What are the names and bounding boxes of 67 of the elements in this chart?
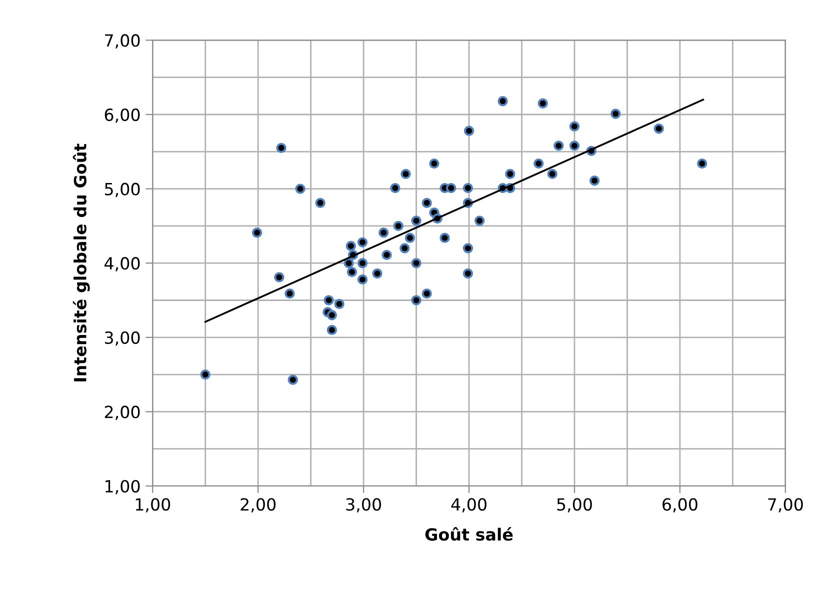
point bbox=[538, 98, 548, 108]
point bbox=[464, 126, 474, 136]
y-tick-label: 4,00 bbox=[104, 257, 140, 272]
point bbox=[378, 228, 389, 238]
point bbox=[357, 237, 368, 248]
point bbox=[474, 216, 485, 226]
point bbox=[440, 232, 450, 243]
x-tick-label: 1,00 bbox=[136, 498, 170, 512]
point bbox=[411, 295, 422, 306]
point bbox=[429, 158, 440, 169]
y-tick-label: 7,00 bbox=[105, 34, 140, 48]
x-tick-label: 6,00 bbox=[662, 498, 698, 512]
point bbox=[326, 324, 338, 336]
point bbox=[288, 374, 298, 385]
y-tick-label: 3,00 bbox=[104, 331, 140, 346]
point bbox=[446, 182, 456, 194]
point bbox=[393, 220, 404, 232]
x-tick-label: 2,00 bbox=[240, 498, 276, 512]
point bbox=[404, 232, 416, 243]
y-tick-label: 5,00 bbox=[104, 182, 140, 198]
point bbox=[326, 310, 338, 320]
point bbox=[200, 369, 210, 380]
point bbox=[462, 182, 474, 194]
point bbox=[422, 288, 432, 299]
point bbox=[462, 268, 474, 279]
point bbox=[547, 168, 558, 180]
point bbox=[411, 258, 422, 268]
point bbox=[382, 250, 392, 260]
point bbox=[357, 258, 368, 268]
point bbox=[372, 268, 382, 279]
point bbox=[498, 96, 508, 106]
point bbox=[400, 168, 411, 180]
y-tick-label: 2,00 bbox=[104, 406, 140, 420]
point bbox=[696, 158, 708, 169]
point bbox=[610, 108, 621, 119]
point bbox=[346, 266, 358, 278]
y-axis-title: Intensité globale du Goût bbox=[72, 144, 90, 382]
point bbox=[324, 295, 334, 306]
x-axis-title: Goût salé bbox=[425, 527, 513, 541]
y-tick-label: 1,00 bbox=[106, 480, 140, 494]
x-tick-label: 7,00 bbox=[768, 498, 803, 512]
point bbox=[422, 198, 432, 208]
point bbox=[534, 158, 544, 169]
point bbox=[276, 142, 286, 154]
point bbox=[411, 216, 422, 226]
point bbox=[315, 198, 326, 208]
point bbox=[400, 243, 410, 254]
point bbox=[274, 272, 284, 282]
point bbox=[505, 168, 516, 180]
point bbox=[589, 176, 600, 186]
point bbox=[346, 240, 356, 252]
point bbox=[295, 184, 306, 194]
x-tick-label: 5,00 bbox=[557, 498, 592, 512]
point bbox=[334, 298, 344, 310]
y-tick-label: 6,00 bbox=[104, 108, 140, 123]
point bbox=[569, 121, 580, 132]
point bbox=[462, 243, 474, 254]
point bbox=[390, 182, 400, 194]
point bbox=[357, 274, 368, 285]
x-tick-label: 3,00 bbox=[346, 498, 381, 512]
point bbox=[654, 124, 664, 134]
point bbox=[554, 140, 564, 151]
point bbox=[252, 228, 262, 238]
point bbox=[344, 258, 354, 268]
point bbox=[569, 140, 580, 151]
point bbox=[284, 288, 295, 299]
x-tick-label: 4,00 bbox=[451, 498, 486, 512]
